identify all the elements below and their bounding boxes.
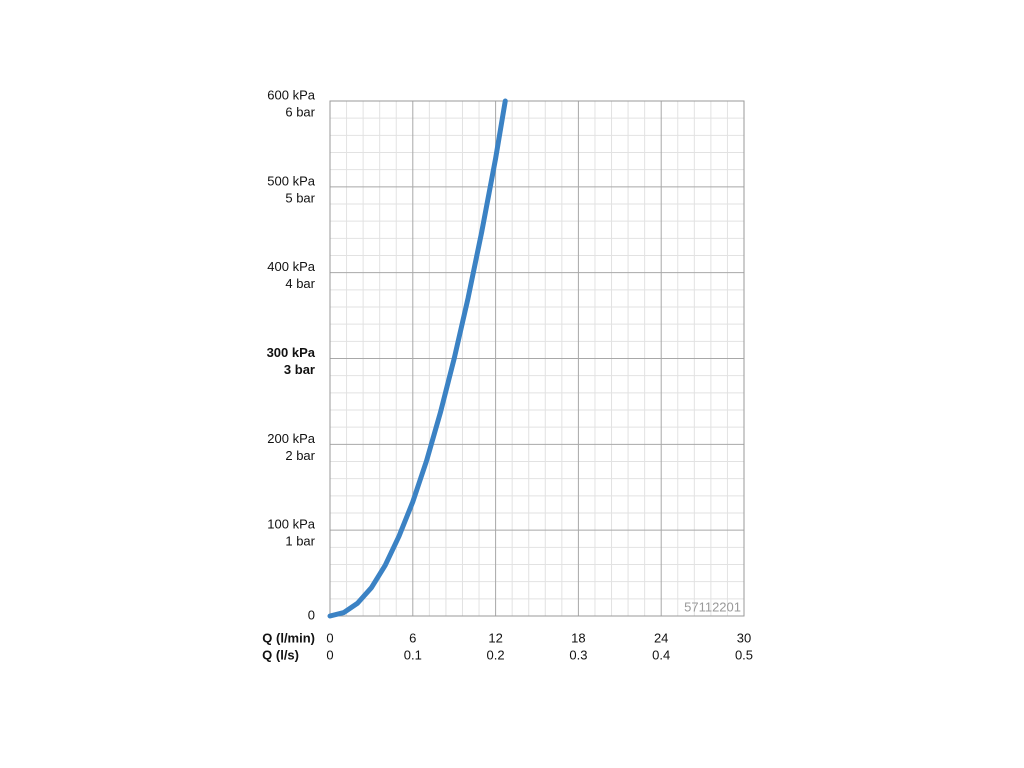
x2-tick-label: 0: [326, 647, 333, 662]
x-tick-label: 0: [326, 630, 333, 645]
x-tick-label: 6: [409, 630, 416, 645]
y-tick-label: 100 kPa: [267, 517, 315, 532]
y-tick-label: 300 kPa: [267, 345, 316, 360]
x2-axis-label: Q (l/s): [262, 647, 299, 662]
y2-tick-label: 2 bar: [285, 448, 315, 463]
x-tick-label: 30: [737, 630, 751, 645]
plot-frame: [329, 100, 745, 617]
y-tick-label: 400 kPa: [267, 259, 315, 274]
x-tick-label: 12: [488, 630, 502, 645]
y2-tick-label: 5 bar: [285, 190, 315, 205]
x-tick-label: 24: [654, 630, 668, 645]
y-tick-label: 600 kPa: [267, 87, 315, 102]
y-tick-label: 500 kPa: [267, 173, 315, 188]
x-tick-label: 18: [571, 630, 585, 645]
x-axis-label: Q (l/min): [262, 630, 315, 645]
y2-tick-label: 4 bar: [285, 276, 315, 291]
x2-tick-label: 0.5: [735, 647, 753, 662]
y-tick-label: 200 kPa: [267, 431, 315, 446]
y-tick-label: 0: [308, 607, 315, 622]
x2-tick-label: 0.1: [404, 647, 422, 662]
data-line: [327, 98, 508, 619]
y2-tick-label: 6 bar: [285, 104, 315, 119]
x2-tick-label: 0.4: [652, 647, 670, 662]
x2-tick-label: 0.3: [569, 647, 587, 662]
y2-tick-label: 3 bar: [284, 362, 315, 377]
annotation: 57112201: [684, 599, 741, 614]
y2-tick-label: 1 bar: [285, 534, 315, 549]
x2-tick-label: 0.2: [487, 647, 505, 662]
